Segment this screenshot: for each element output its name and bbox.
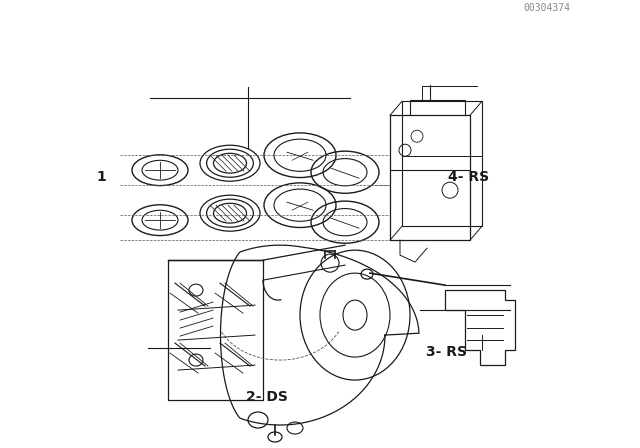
Text: 4- RS: 4- RS xyxy=(448,170,489,184)
Text: 1: 1 xyxy=(96,170,106,184)
Text: 00304374: 00304374 xyxy=(524,3,571,13)
Text: 3- RS: 3- RS xyxy=(426,345,467,359)
Text: 2- DS: 2- DS xyxy=(246,389,288,404)
